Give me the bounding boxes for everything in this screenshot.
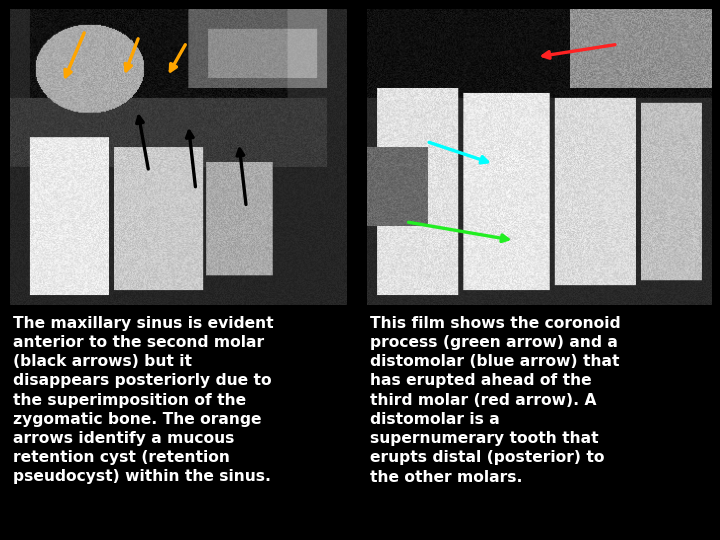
Text: The maxillary sinus is evident
anterior to the second molar
(black arrows) but i: The maxillary sinus is evident anterior …	[13, 316, 274, 484]
Text: This film shows the coronoid
process (green arrow) and a
distomolar (blue arrow): This film shows the coronoid process (gr…	[370, 316, 621, 484]
